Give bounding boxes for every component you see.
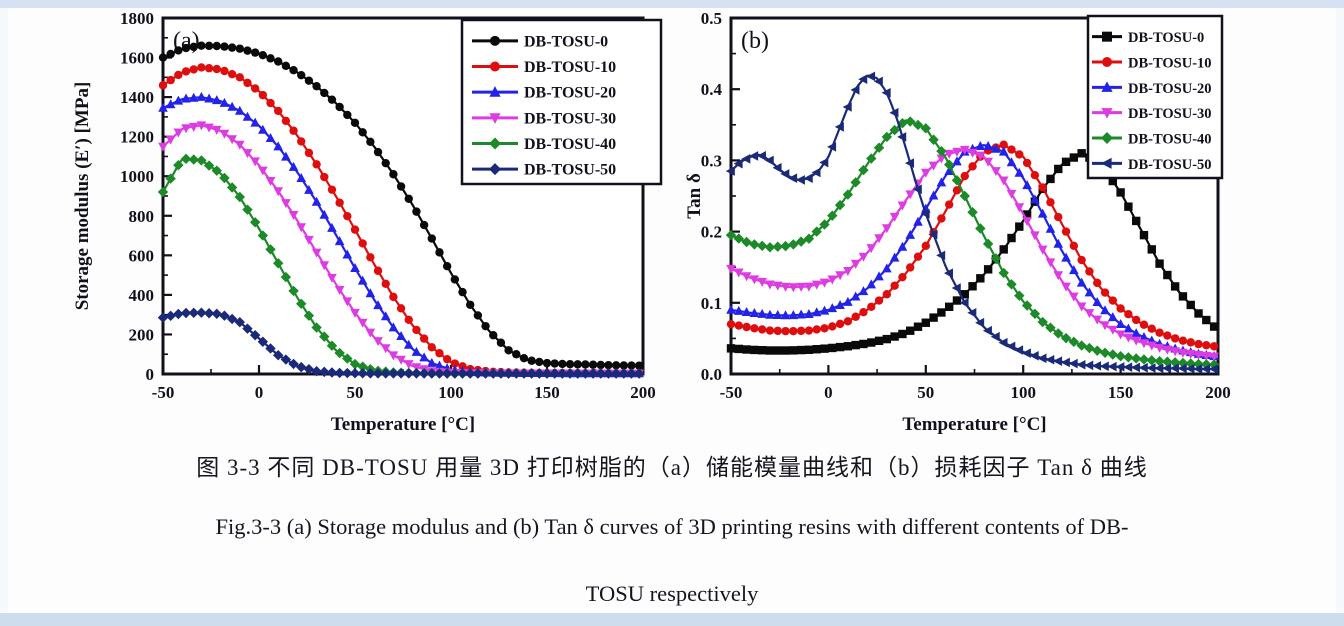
svg-text:0.3: 0.3 xyxy=(701,151,722,170)
storage-modulus-chart: -50 0 50 100 150 2000200400600800100012001400… xyxy=(72,9,663,435)
svg-text:DB-TOSU-50: DB-TOSU-50 xyxy=(1128,157,1212,173)
svg-text:1000: 1000 xyxy=(120,167,154,186)
svg-text:150: 150 xyxy=(534,383,560,402)
bottom-edge-bar xyxy=(0,613,1344,626)
top-edge-bar xyxy=(0,0,1344,8)
svg-text:1800: 1800 xyxy=(120,9,154,28)
svg-text:DB-TOSU-0: DB-TOSU-0 xyxy=(524,33,608,50)
svg-text:DB-TOSU-40: DB-TOSU-40 xyxy=(1128,132,1212,148)
svg-text:DB-TOSU-30: DB-TOSU-30 xyxy=(1128,106,1212,122)
svg-text:Temperature [°C]: Temperature [°C] xyxy=(902,414,1046,435)
svg-text:150: 150 xyxy=(1108,383,1134,402)
svg-text:200: 200 xyxy=(630,383,656,402)
svg-text:Temperature [°C]: Temperature [°C] xyxy=(331,414,475,435)
svg-text:50: 50 xyxy=(917,383,934,402)
svg-text:Tan δ: Tan δ xyxy=(684,173,705,219)
svg-text:0: 0 xyxy=(146,365,155,384)
svg-text:0: 0 xyxy=(255,383,264,402)
svg-text:DB-TOSU-10: DB-TOSU-10 xyxy=(524,59,616,76)
svg-text:400: 400 xyxy=(129,286,155,305)
svg-text:DB-TOSU-20: DB-TOSU-20 xyxy=(1128,81,1212,97)
svg-text:-50: -50 xyxy=(720,383,743,402)
svg-text:100: 100 xyxy=(438,383,464,402)
svg-text:0.4: 0.4 xyxy=(701,80,723,99)
svg-text:0.5: 0.5 xyxy=(701,9,722,28)
svg-text:1400: 1400 xyxy=(120,88,154,107)
svg-text:DB-TOSU-40: DB-TOSU-40 xyxy=(524,136,616,153)
svg-text:DB-TOSU-20: DB-TOSU-20 xyxy=(524,85,616,102)
svg-text:DB-TOSU-50: DB-TOSU-50 xyxy=(524,162,616,179)
svg-text:DB-TOSU-30: DB-TOSU-30 xyxy=(524,110,616,127)
svg-text:800: 800 xyxy=(129,207,155,226)
svg-text:0.0: 0.0 xyxy=(701,365,722,384)
svg-text:200: 200 xyxy=(1205,383,1231,402)
svg-text:1600: 1600 xyxy=(120,49,154,68)
svg-text:50: 50 xyxy=(347,383,364,402)
svg-text:(b): (b) xyxy=(741,28,769,54)
svg-text:Storage modulus (E′) [MPa]: Storage modulus (E′) [MPa] xyxy=(72,82,93,311)
svg-text:0: 0 xyxy=(824,383,833,402)
svg-text:0.2: 0.2 xyxy=(701,223,722,242)
svg-text:DB-TOSU-10: DB-TOSU-10 xyxy=(1128,56,1212,72)
svg-text:100: 100 xyxy=(1010,383,1035,402)
svg-text:0.1: 0.1 xyxy=(701,294,722,313)
caption-chinese: 图 3-3 不同 DB-TOSU 用量 3D 打印树脂的（a）储能模量曲线和（b… xyxy=(196,455,1148,480)
svg-text:1200: 1200 xyxy=(120,128,154,147)
svg-text:600: 600 xyxy=(129,246,155,265)
tan-delta-chart: -50 0 50 100 150 200 0.0 0.1 0.2 0.3 0.4 0.5 Tempera… xyxy=(684,9,1231,435)
caption-english-line2: TOSU respectively xyxy=(585,581,759,606)
svg-text:200: 200 xyxy=(129,325,155,344)
svg-text:DB-TOSU-0: DB-TOSU-0 xyxy=(1128,30,1204,46)
caption-english-line1: Fig.3-3 (a) Storage modulus and (b) Tan … xyxy=(215,514,1129,539)
svg-text:-50: -50 xyxy=(152,383,175,402)
figure-area: -50 0 50 100 150 200 0 200 400 600 800 1000 1200 1400… xyxy=(8,8,1336,613)
